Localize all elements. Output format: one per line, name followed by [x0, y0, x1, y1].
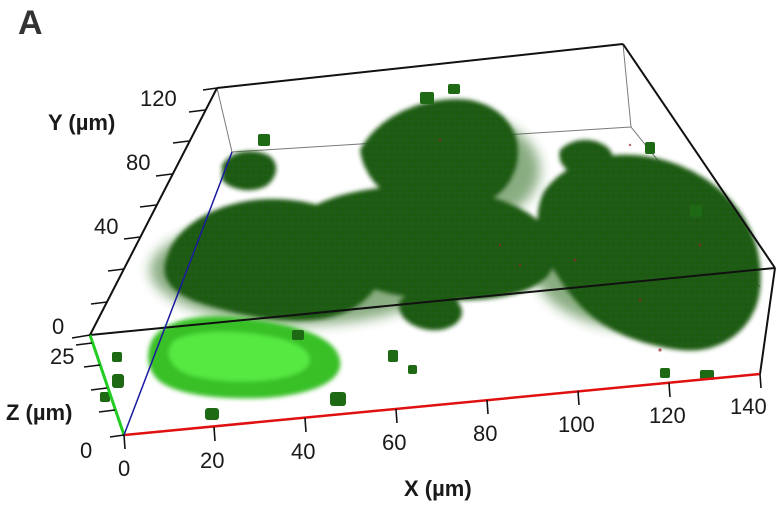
biofilm-cluster-upper-left: [222, 151, 277, 191]
z-tick-minor: [98, 409, 116, 413]
axis-ticks: [71, 87, 762, 450]
y-axis-line: [123, 151, 233, 436]
bounding-box-front: [89, 43, 776, 375]
x-tick-100: [577, 390, 580, 406]
x-tick-120: [668, 382, 671, 398]
y-tick-label-120: 120: [140, 86, 177, 111]
box-top-right-edge: [622, 43, 776, 269]
box-back-right-edge: [622, 43, 632, 128]
y-tick-80: [155, 173, 173, 177]
x-tick-140: [759, 373, 762, 389]
box-right-edge: [759, 267, 776, 375]
x-axis-title: X (µm): [404, 476, 472, 501]
box-left-top-edge: [89, 87, 218, 336]
biofilm-volume: [100, 84, 761, 420]
z-tick-0: [109, 434, 125, 438]
y-tick-0: [71, 334, 91, 339]
x-tick-label-140: 140: [730, 394, 767, 419]
y-tick-label-40: 40: [94, 214, 119, 239]
x-tick-label-80: 80: [473, 421, 498, 446]
z-tick-label-25: 25: [50, 344, 75, 369]
box-back-left-edge: [216, 87, 233, 153]
biofilm-cluster-top: [360, 99, 518, 211]
y-tick-120: [188, 109, 206, 113]
y-tick-minor: [172, 140, 190, 144]
x-tick-0: [123, 434, 126, 450]
panel-label: A: [18, 4, 43, 42]
x-tick-label-120: 120: [649, 403, 686, 428]
biofilm-cluster-topright: [559, 139, 613, 177]
y-tick-minor: [123, 236, 141, 240]
x-tick-label-20: 20: [200, 448, 225, 473]
z-tick-label-0: 0: [80, 438, 93, 463]
y-tick-minor: [139, 204, 157, 208]
x-tick-label-100: 100: [558, 412, 595, 437]
x-axis-line: [123, 372, 761, 437]
box-top-front-edge: [89, 267, 776, 336]
z-axis-title: Z (µm): [6, 400, 73, 425]
box-top-left-edge: [216, 43, 624, 89]
z-axis-line: [88, 334, 126, 436]
z-tick-25: [75, 342, 93, 346]
x-tick-label-0: 0: [118, 456, 131, 481]
x-tick-80: [486, 399, 489, 415]
y-tick-minor: [90, 301, 108, 305]
x-tick-60: [395, 408, 398, 424]
y-tick-label-0: 0: [52, 314, 65, 339]
z-tick-minor: [83, 364, 101, 368]
x-tick-label-40: 40: [291, 439, 316, 464]
y-tick-end: [202, 87, 218, 91]
y-tick-label-80: 80: [126, 150, 151, 175]
y-tick-40: [107, 268, 125, 272]
y-axis-title: Y (µm): [48, 110, 116, 135]
x-tick-40: [304, 417, 307, 433]
biofilm-cluster-center: [297, 186, 556, 301]
biofilm-cluster-right: [537, 154, 761, 351]
z-tick-minor: [90, 387, 108, 391]
x-tick-20: [213, 426, 216, 442]
x-tick-label-60: 60: [382, 430, 407, 455]
